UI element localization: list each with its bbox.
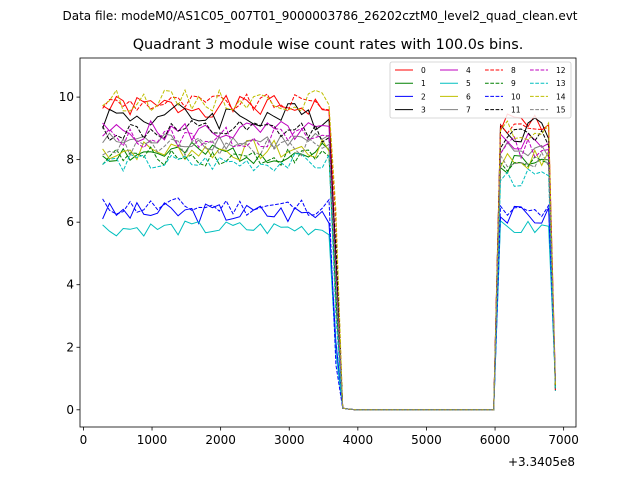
- x-tick-label: 1000: [137, 433, 168, 447]
- y-tick-label: 8: [66, 153, 74, 167]
- x-tick-label: 7000: [548, 433, 579, 447]
- y-tick-label: 10: [59, 90, 74, 104]
- chart-title: Quadrant 3 module wise count rates with …: [133, 37, 524, 53]
- y-tick-label: 2: [66, 340, 74, 354]
- x-tick-label: 4000: [343, 433, 374, 447]
- x-tick-label: 0: [80, 433, 88, 447]
- legend-label-0: 0: [421, 66, 426, 75]
- series-line-1: [102, 141, 556, 411]
- legend-label-5: 5: [466, 79, 471, 88]
- x-tick-label: 3000: [274, 433, 305, 447]
- y-tick-label: 6: [66, 215, 74, 229]
- series-line-6: [102, 138, 556, 411]
- legend-label-7: 7: [466, 106, 471, 115]
- legend-label-10: 10: [511, 92, 521, 101]
- series-line-15: [102, 137, 556, 411]
- series-line-2: [102, 201, 556, 411]
- series-line-12: [102, 126, 556, 411]
- legend-label-8: 8: [511, 66, 516, 75]
- plot-area: [79, 57, 577, 428]
- series-line-5: [102, 219, 556, 411]
- x-tick-label: 6000: [480, 433, 511, 447]
- legend-label-2: 2: [421, 92, 426, 101]
- series-line-11: [102, 119, 556, 411]
- legend-label-15: 15: [556, 106, 566, 115]
- legend-label-1: 1: [421, 79, 426, 88]
- y-axis: 0 2 4 6 8 10: [59, 90, 80, 417]
- legend-box: [389, 61, 572, 119]
- legend-label-12: 12: [556, 66, 566, 75]
- legend-label-6: 6: [466, 92, 471, 101]
- x-tick-label: 2000: [205, 433, 236, 447]
- x-axis: 0 1000 2000 3000 4000 5000 6000 7000: [80, 427, 579, 447]
- legend-label-4: 4: [466, 66, 471, 75]
- y-tick-label: 0: [66, 403, 74, 417]
- legend-label-9: 9: [511, 79, 516, 88]
- legend-label-13: 13: [556, 79, 566, 88]
- legend-label-14: 14: [556, 92, 566, 101]
- series-line-9: [102, 146, 556, 411]
- x-tick-label: 5000: [411, 433, 442, 447]
- data-file-caption: Data file: modeM0/AS1C05_007T01_90000037…: [62, 9, 577, 23]
- x-offset-label: +3.3405e8: [508, 455, 575, 469]
- legend-label-11: 11: [511, 106, 521, 115]
- y-tick-label: 4: [66, 278, 74, 292]
- legend-label-3: 3: [421, 106, 426, 115]
- series-line-7: [102, 132, 556, 411]
- axes-frame: [79, 57, 577, 428]
- series-line-13: [102, 152, 556, 411]
